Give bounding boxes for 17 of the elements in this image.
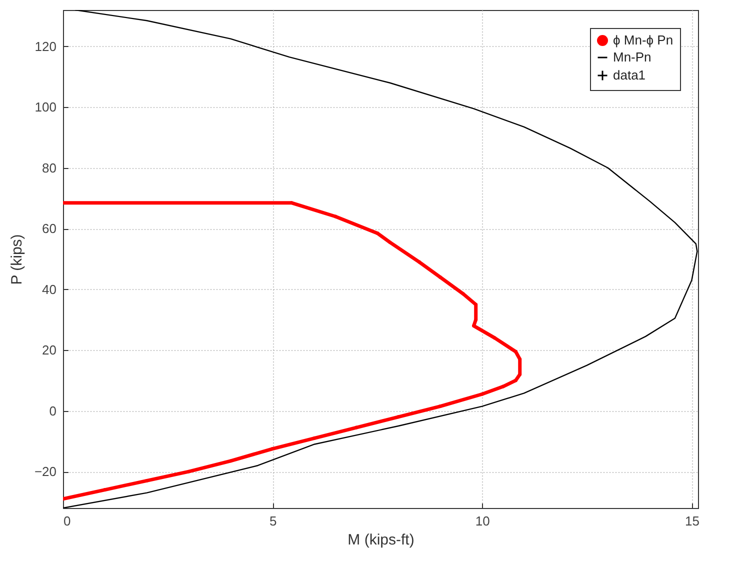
y-tick-label: 0 (49, 403, 56, 418)
y-tick-label: 120 (34, 38, 56, 54)
y-tick-label: 100 (34, 100, 56, 115)
x-tick-label: 10 (475, 514, 490, 528)
legend-label: data1 (613, 68, 646, 82)
y-tick-label: 20 (42, 342, 56, 358)
y-tick-label: −20 (34, 464, 56, 480)
x-tick-label: 0 (64, 514, 71, 528)
legend-label: ϕ Mn-ϕ Pn (613, 32, 674, 48)
x-tick-label: 15 (684, 514, 700, 528)
y-tick-label: 40 (42, 282, 56, 297)
y-tick-label: 60 (42, 221, 56, 236)
x-tick-label: 5 (269, 514, 277, 528)
y-tick-label: 80 (42, 160, 56, 176)
y-axis-title: P (kips) (8, 234, 26, 285)
legend-label: Mn-Pn (613, 50, 652, 64)
x-axis-title: M (kips-ft) (348, 532, 414, 548)
